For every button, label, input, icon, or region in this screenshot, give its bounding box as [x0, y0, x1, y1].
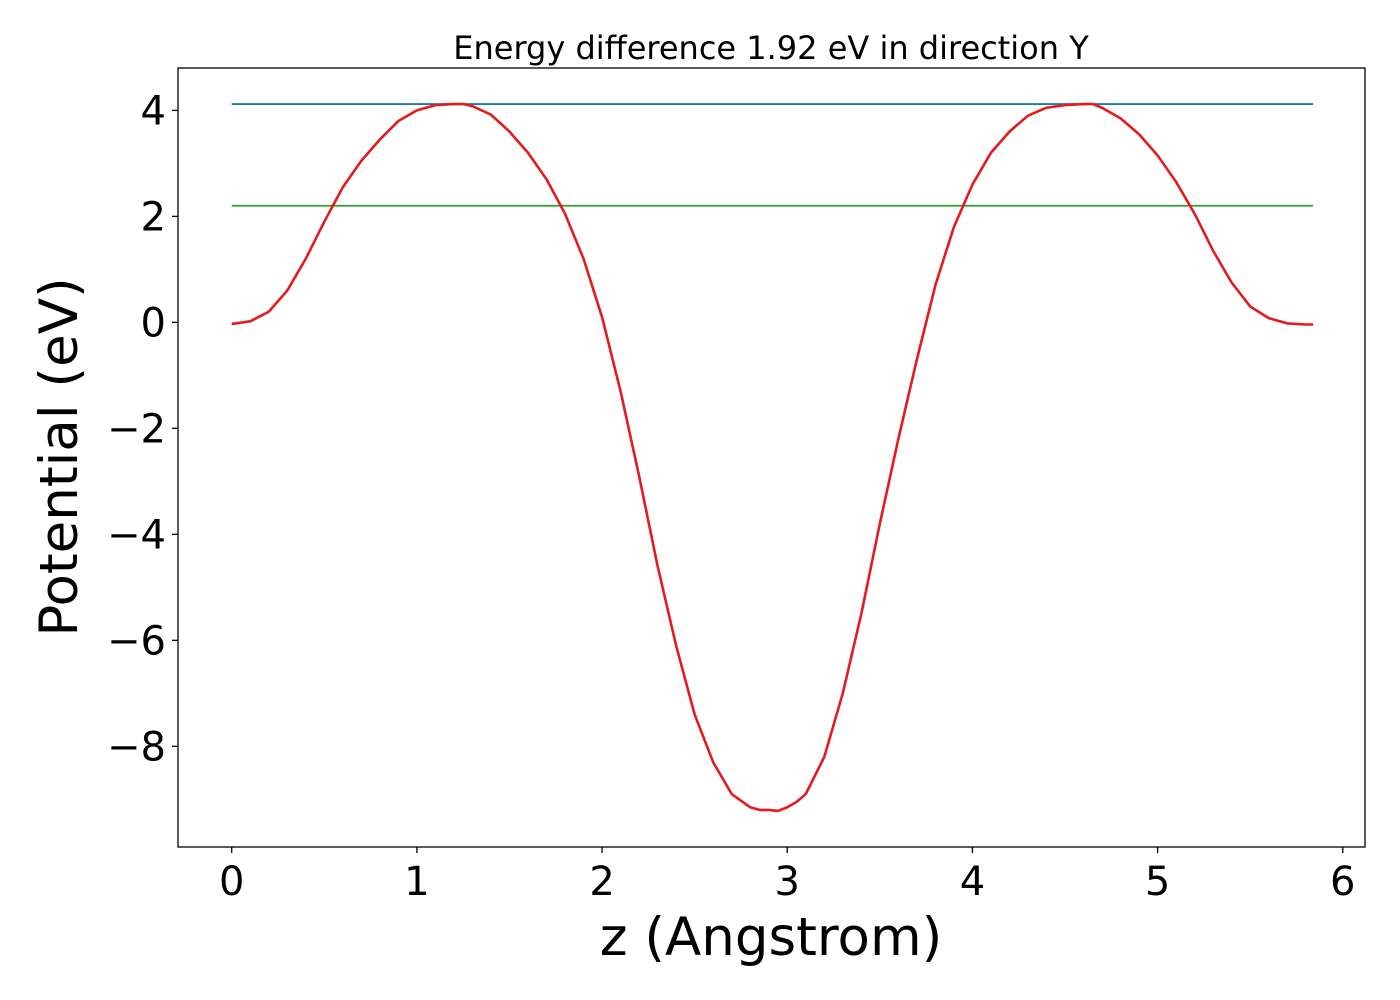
x-axis: 0 1 2 3 4 5 6	[219, 847, 1356, 905]
y-axis: 4 2 0 −2 −4 −6 −8	[107, 88, 178, 770]
y-tick-label: 0	[141, 300, 166, 346]
x-tick-label: 4	[960, 859, 985, 905]
y-tick-label: −2	[107, 406, 166, 452]
y-tick-label: 2	[141, 194, 166, 240]
x-tick-label: 2	[589, 859, 614, 905]
x-tick-label: 0	[219, 859, 244, 905]
x-tick-label: 3	[775, 859, 800, 905]
series-layer	[231, 102, 1314, 813]
plot-frame	[177, 67, 1366, 848]
y-tick-label: −6	[107, 618, 166, 664]
x-tick-label: 1	[404, 859, 429, 905]
y-axis-title: Potential (eV)	[29, 277, 90, 636]
series-line-potential	[231, 102, 1314, 813]
x-axis-title: z (Angstrom)	[600, 907, 943, 968]
chart-title: Energy difference 1.92 eV in direction Y	[453, 29, 1089, 67]
x-tick-label: 5	[1145, 859, 1170, 905]
y-tick-label: 4	[141, 88, 166, 134]
x-tick-label: 6	[1330, 859, 1355, 905]
y-tick-label: −4	[107, 512, 166, 558]
y-tick-label: −8	[107, 724, 166, 770]
